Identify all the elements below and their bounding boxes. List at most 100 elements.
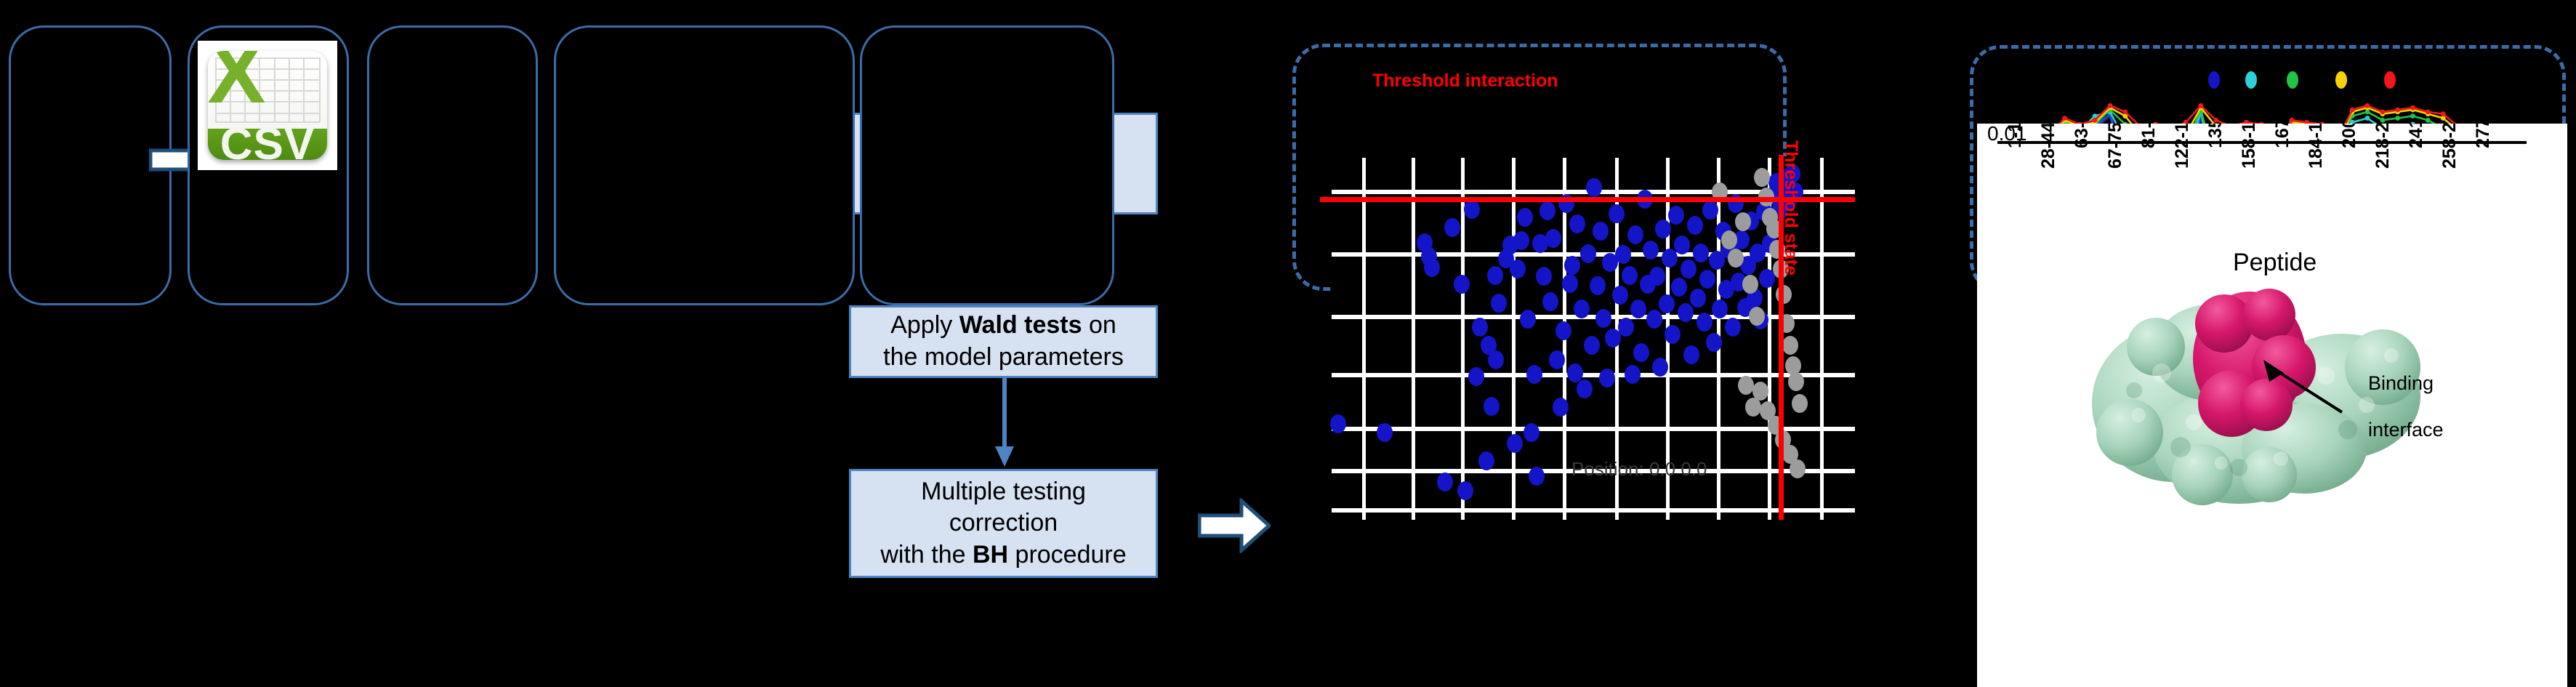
bh-line1: Multiple testing bbox=[921, 477, 1086, 505]
volcano-point-significant bbox=[1453, 275, 1470, 294]
volcano-grid-v bbox=[1362, 158, 1366, 520]
wald-line1b: on bbox=[1082, 311, 1116, 340]
volcano-point-significant bbox=[1605, 329, 1622, 347]
volcano-grid-v bbox=[1768, 158, 1771, 520]
uptake-series-marker bbox=[2440, 116, 2446, 121]
volcano-point-significant bbox=[1611, 286, 1628, 305]
volcano-point-significant bbox=[1630, 300, 1646, 318]
threshold-interaction-label: Threshold interaction bbox=[1372, 71, 1558, 91]
uptake-series-marker bbox=[2395, 116, 2401, 121]
volcano-data-points bbox=[1329, 156, 1855, 520]
volcano-grid-h bbox=[1332, 427, 1855, 431]
volcano-point-significant bbox=[1463, 200, 1480, 219]
uptake-series-marker bbox=[2349, 107, 2355, 113]
volcano-point-significant bbox=[1579, 244, 1596, 263]
volcano-point-significant bbox=[1564, 256, 1581, 275]
volcano-point-significant bbox=[1759, 268, 1776, 288]
volcano-grid-h bbox=[1332, 373, 1855, 377]
csv-file-thumbnail: X CSV bbox=[198, 41, 337, 170]
peptide-axis-title: Peptide bbox=[2233, 249, 2317, 276]
volcano-point-significant bbox=[1526, 365, 1542, 384]
volcano-point-nonsignificant bbox=[1721, 230, 1738, 249]
volcano-point-significant bbox=[1424, 257, 1441, 277]
csv-grid-lines bbox=[214, 57, 321, 124]
volcano-point-significant bbox=[1712, 300, 1728, 318]
bh-line3b: procedure bbox=[1008, 540, 1127, 569]
volcano-point-significant bbox=[1478, 451, 1495, 470]
peptide-y-tick-label: 0.01 bbox=[1987, 124, 2027, 145]
volcano-point-significant bbox=[1702, 201, 1719, 220]
volcano-point-significant bbox=[1665, 325, 1681, 344]
volcano-point-significant bbox=[1542, 292, 1558, 311]
volcano-grid-v bbox=[1412, 158, 1415, 520]
peptide-tick-label: 67-75 bbox=[2105, 124, 2125, 169]
volcano-point-significant bbox=[1621, 266, 1638, 285]
flow-step-wald-tests: Apply Wald tests on the model parameters bbox=[849, 305, 1158, 378]
volcano-point-significant bbox=[1690, 289, 1706, 308]
volcano-point-significant bbox=[1577, 379, 1593, 398]
volcano-point-significant bbox=[1683, 345, 1700, 364]
volcano-point-significant bbox=[1787, 182, 1803, 201]
volcano-point-significant bbox=[1671, 278, 1688, 297]
peptide-tick-label: 277-284 bbox=[2473, 124, 2494, 148]
uptake-series-marker bbox=[2440, 111, 2446, 117]
peptide-tick-label: 218-237 bbox=[2372, 124, 2393, 169]
volcano-point-significant bbox=[1696, 312, 1712, 332]
uptake-series-marker bbox=[2364, 103, 2370, 108]
uptake-series-marker bbox=[2062, 116, 2067, 121]
volcano-point-nonsignificant bbox=[1727, 249, 1744, 268]
legend-dot-yellow bbox=[2335, 71, 2347, 89]
volcano-point-significant bbox=[1593, 221, 1609, 241]
volcano-point-significant bbox=[1615, 245, 1632, 264]
peptide-structure-panel bbox=[860, 25, 1114, 305]
volcano-point-significant bbox=[1535, 267, 1552, 286]
volcano-point-significant bbox=[1491, 294, 1508, 313]
csv-spreadsheet-grid: X bbox=[208, 51, 327, 129]
volcano-point-significant bbox=[1589, 276, 1606, 295]
uptake-series-marker bbox=[2425, 117, 2431, 123]
input-panel bbox=[9, 25, 172, 305]
volcano-point-significant bbox=[1627, 225, 1643, 244]
bh-bold: BH bbox=[972, 540, 1009, 569]
protein-surface-svg bbox=[2092, 289, 2420, 505]
volcano-point-nonsignificant bbox=[1753, 168, 1770, 187]
statistics-flow-panel bbox=[367, 25, 538, 305]
peptide-tick-label: 200-214 bbox=[2339, 124, 2360, 148]
volcano-point-significant bbox=[1488, 350, 1505, 369]
volcano-point-significant bbox=[1652, 358, 1669, 377]
peptide-axis-line bbox=[1997, 141, 2527, 144]
volcano-point-significant bbox=[1662, 249, 1678, 268]
csv-icon: X CSV bbox=[208, 51, 327, 160]
volcano-point-significant bbox=[1513, 231, 1529, 250]
uptake-series-marker bbox=[2364, 116, 2370, 121]
volcano-point-significant bbox=[1618, 318, 1635, 337]
volcano-point-significant bbox=[1602, 253, 1619, 272]
volcano-point-nonsignificant bbox=[1734, 212, 1751, 231]
peptide-tick-label: 258-266 bbox=[2439, 124, 2460, 169]
volcano-point-significant bbox=[1507, 434, 1523, 453]
volcano-point-nonsignificant bbox=[1745, 398, 1762, 417]
volcano-point-nonsignificant bbox=[1712, 182, 1728, 201]
volcano-point-significant bbox=[1674, 236, 1691, 254]
volcano-grid-v bbox=[1461, 158, 1465, 520]
volcano-point-significant bbox=[1649, 267, 1665, 286]
csv-extension-band: CSV bbox=[208, 119, 327, 160]
peptide-tick-label: 241-257 bbox=[2406, 124, 2427, 148]
volcano-point-significant bbox=[1643, 241, 1659, 260]
flow-step-multiple-testing: Multiple testing correction with the BH … bbox=[849, 469, 1158, 578]
volcano-point-significant bbox=[1524, 423, 1540, 442]
uptake-series-marker bbox=[2289, 117, 2295, 123]
volcano-point-significant bbox=[1555, 321, 1571, 340]
peptide-structure-card: 0.01 1-15 28-44 63-73 67-75 81-101 122-129 135… bbox=[1977, 124, 2567, 687]
uptake-series-marker bbox=[2183, 119, 2189, 125]
threshold-state-line bbox=[1779, 155, 1784, 520]
volcano-point-nonsignificant bbox=[1760, 401, 1776, 420]
volcano-point-significant bbox=[1705, 333, 1722, 352]
volcano-point-significant bbox=[1658, 294, 1675, 313]
uptake-series-marker bbox=[2213, 117, 2219, 123]
uptake-series-marker bbox=[2364, 109, 2370, 115]
binding-interface-line1: Binding bbox=[2368, 371, 2434, 394]
volcano-point-significant bbox=[1481, 336, 1497, 355]
volcano-faint-status: Position: 0.0 0.0 bbox=[1571, 458, 1707, 480]
uptake-series-marker bbox=[2425, 109, 2431, 115]
